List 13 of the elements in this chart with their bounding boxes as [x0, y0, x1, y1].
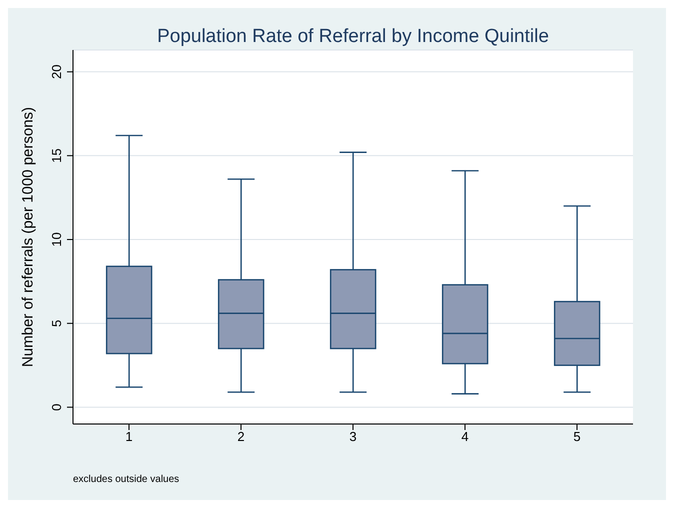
x-tick-label: 4 [461, 429, 469, 444]
x-tick-label: 2 [237, 429, 245, 444]
y-tick-label: 20 [49, 64, 64, 80]
x-tick-label: 1 [125, 429, 133, 444]
x-tick-label: 3 [349, 429, 357, 444]
text: excludes outside values [73, 474, 180, 485]
y-tick-label: 15 [49, 148, 64, 163]
y-tick-label: 10 [49, 232, 64, 247]
x-tick-label: 5 [573, 429, 581, 444]
y-tick-label: 5 [49, 320, 64, 327]
y-tick-label: 0 [49, 404, 64, 411]
chart-title: Population Rate of Referral by Income Quintile [156, 26, 550, 48]
y-axis-title: Number of referrals (per 1000 persons) [19, 106, 36, 368]
